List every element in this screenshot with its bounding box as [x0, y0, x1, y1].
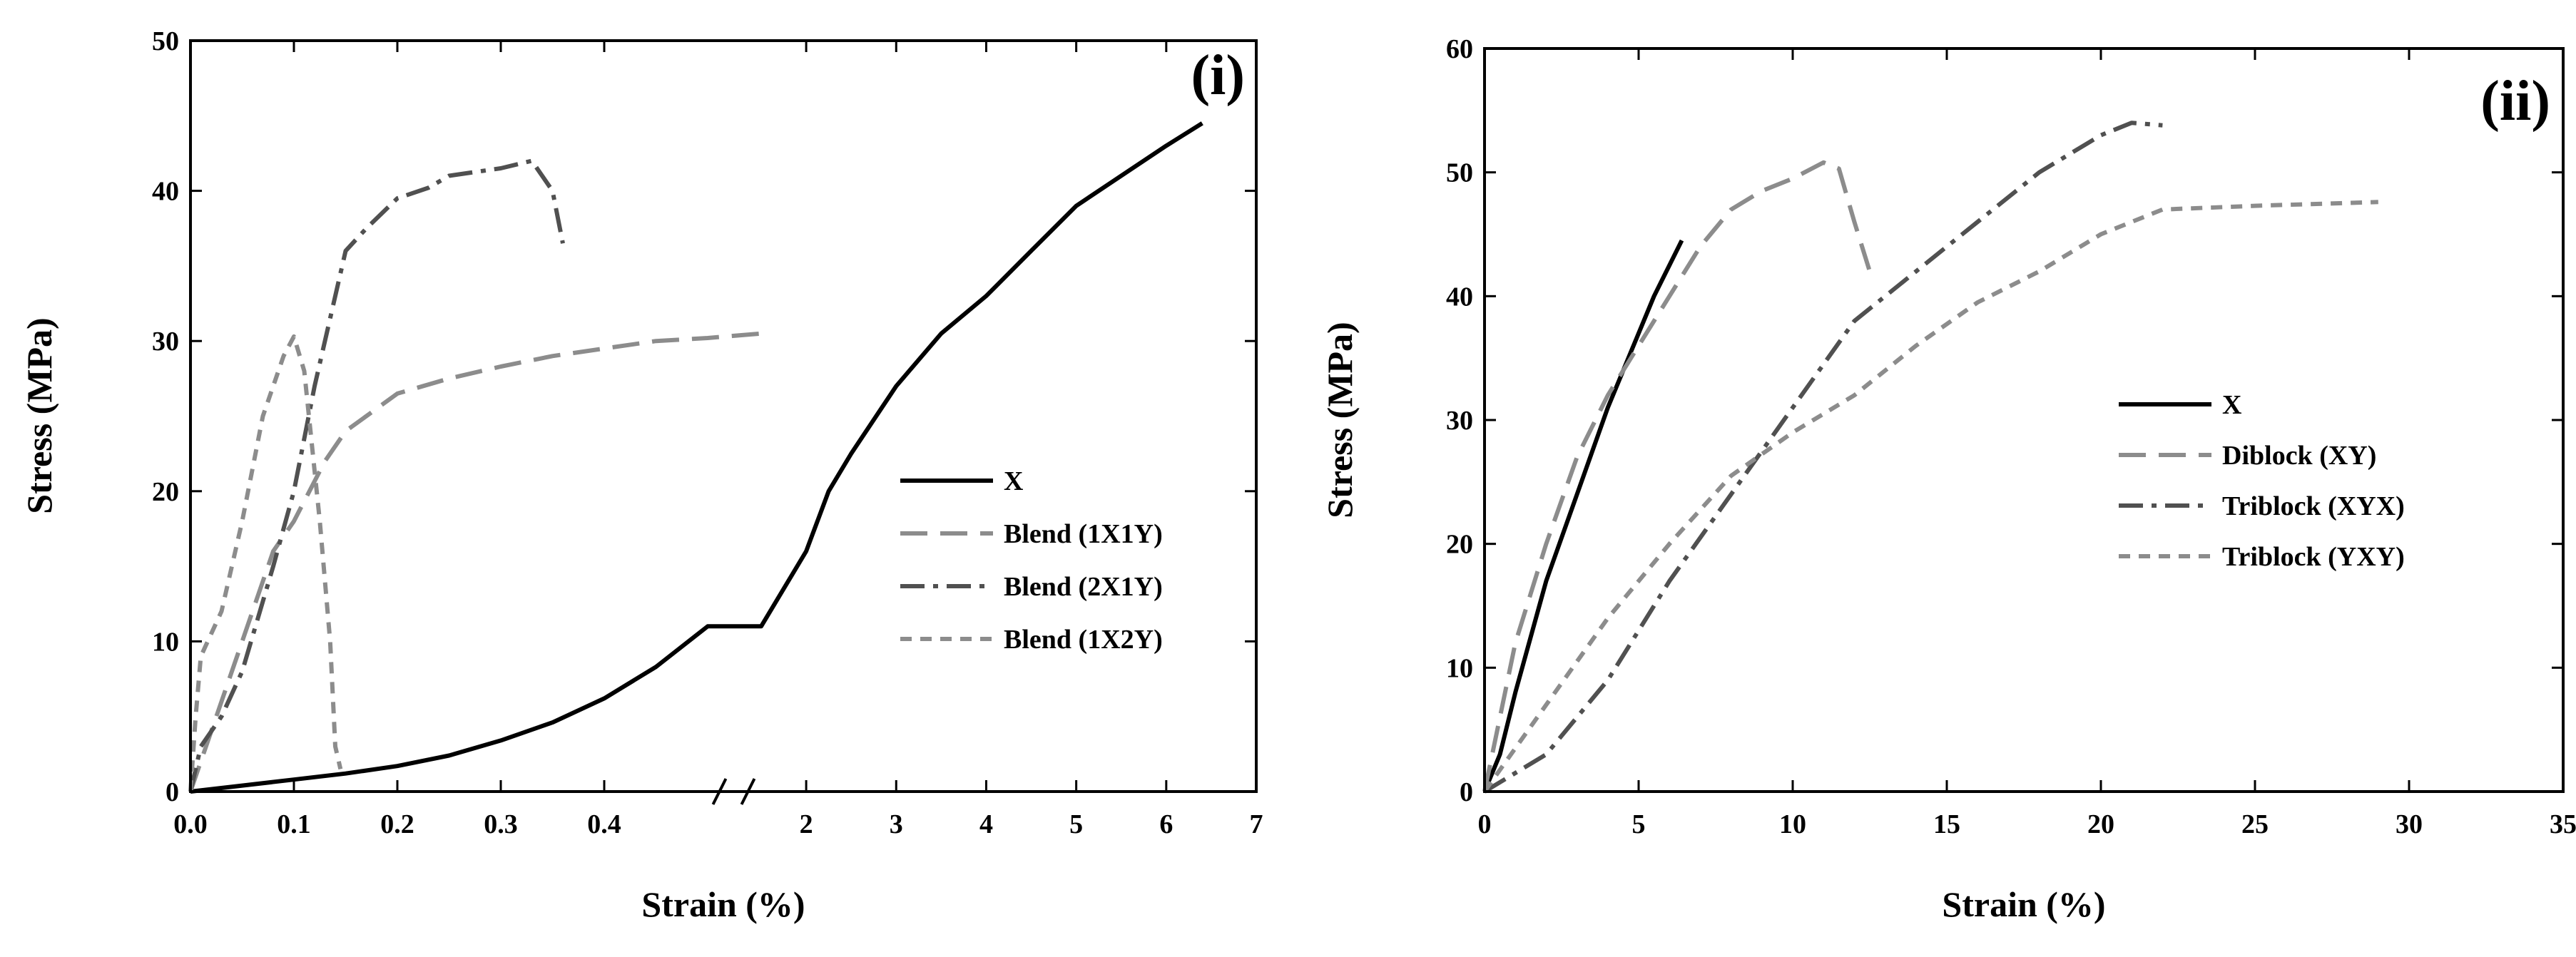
panel-i-y-tick-label: 40 [152, 177, 179, 207]
panel-ii-y-tick-label: 10 [1446, 653, 1473, 683]
panel-i-x-axis-title: Strain (%) [641, 884, 805, 924]
panel-ii-label: (ii) [2480, 70, 2550, 133]
panel-i-x-tick-label: 2 [800, 809, 813, 839]
panel-ii-series-triblock-xyx [1483, 121, 2163, 794]
panel-ii-series-group [1482, 121, 2378, 794]
panel-ii-y-tick-label: 40 [1446, 282, 1473, 312]
panel-i-series-blend-1x1y [188, 331, 762, 792]
panel-ii: 0 10 20 30 40 50 60 0 5 10 15 20 25 30 35 (ii) Strain … [1320, 34, 2576, 924]
panel-i-legend-label-x: X [1004, 466, 1023, 496]
panel-i-legend-label-blend-1x2y: Blend (1X2Y) [1004, 625, 1163, 655]
panel-i-series-x [190, 121, 1203, 794]
panel-i-x-tick-label: 3 [890, 809, 903, 839]
panel-i-x-tick-label: 0.2 [380, 809, 414, 839]
panel-ii-legend-label-diblock-xy: Diblock (XY) [2222, 441, 2376, 471]
panel-ii-y-tick-label: 60 [1446, 34, 1473, 64]
panel-ii-y-tick-label: 30 [1446, 406, 1473, 436]
panel-i-frame [189, 39, 1258, 793]
panel-i-legend-label-blend-2x1y: Blend (2X1Y) [1004, 572, 1163, 602]
panel-ii-x-tick-label: 15 [1933, 809, 1960, 839]
panel-i-label: (i) [1191, 44, 1245, 107]
panel-ii-x-tick-label: 5 [1632, 809, 1646, 839]
panel-ii-x-tick-label: 0 [1478, 809, 1492, 839]
panel-ii-x-tick-label: 35 [2550, 809, 2576, 839]
panel-i-x-tick-label: 5 [1069, 809, 1083, 839]
panel-i-x-tick-label: 0.0 [173, 809, 208, 839]
panel-i-legend-label-blend-1x1y: Blend (1X1Y) [1004, 519, 1163, 549]
panel-ii-axes: 0 10 20 30 40 50 60 0 5 10 15 20 25 30 35 [1446, 34, 2576, 839]
panel-i-y-tick-label: 50 [152, 26, 179, 56]
panel-i-y-tick-label: 0 [166, 777, 179, 807]
panel-i-x-tick-label: 0.3 [484, 809, 518, 839]
panel-i-series-blend-1x2y [188, 334, 343, 792]
panel-i-x-tick-label: 7 [1250, 809, 1263, 839]
panel-ii-y-tick-label: 50 [1446, 158, 1473, 188]
panel-ii-x-tick-label: 20 [2087, 809, 2114, 839]
panel-ii-x-axis-title: Strain (%) [1942, 884, 2105, 924]
panel-ii-series-triblock-yxy [1482, 200, 2378, 793]
panel-i-y-tick-label: 10 [152, 627, 179, 657]
panel-i: 0 10 20 30 40 50 0.0 0.1 0.2 0.3 0.4 2 3 4 5 6 7 (i) Str… [19, 26, 1263, 924]
panel-ii-series-diblock-xy [1482, 160, 1872, 792]
panel-ii-y-tick-label: 20 [1446, 530, 1473, 560]
panel-i-x-tick-label: 6 [1159, 809, 1173, 839]
panel-ii-legend-label-triblock-xyx: Triblock (XYX) [2222, 491, 2405, 521]
panel-i-legend: X Blend (1X1Y) Blend (2X1Y) Blend (1X2Y) [900, 466, 1163, 655]
panel-i-series-blend-2x1y [188, 158, 565, 792]
panel-ii-frame [1483, 47, 2565, 793]
panel-i-x-tick-label: 0.4 [587, 809, 621, 839]
panel-i-axes: 0 10 20 30 40 50 0.0 0.1 0.2 0.3 0.4 2 3 4 5 6 7 [152, 26, 1263, 839]
panel-ii-x-tick-label: 10 [1779, 809, 1806, 839]
panel-ii-y-axis-title: Stress (MPa) [1320, 322, 1360, 518]
panel-i-x-tick-label: 4 [979, 809, 993, 839]
panel-ii-legend-label-x: X [2222, 390, 2241, 420]
panel-i-y-tick-label: 20 [152, 477, 179, 507]
panel-i-y-tick-label: 30 [152, 327, 179, 357]
panel-ii-x-tick-label: 25 [2241, 809, 2269, 839]
panel-ii-x-tick-label: 30 [2396, 809, 2423, 839]
panel-ii-series-x [1482, 239, 1684, 793]
panel-ii-legend-label-triblock-yxy: Triblock (YXY) [2222, 542, 2405, 572]
panel-ii-y-tick-label: 0 [1460, 777, 1473, 807]
panel-i-x-tick-label: 0.1 [277, 809, 311, 839]
panel-i-series-group [188, 121, 1203, 794]
panel-ii-legend: X Diblock (XY) Triblock (XYX) Triblock (YXY… [2119, 390, 2405, 572]
panel-i-y-axis-title: Stress (MPa) [19, 317, 59, 513]
